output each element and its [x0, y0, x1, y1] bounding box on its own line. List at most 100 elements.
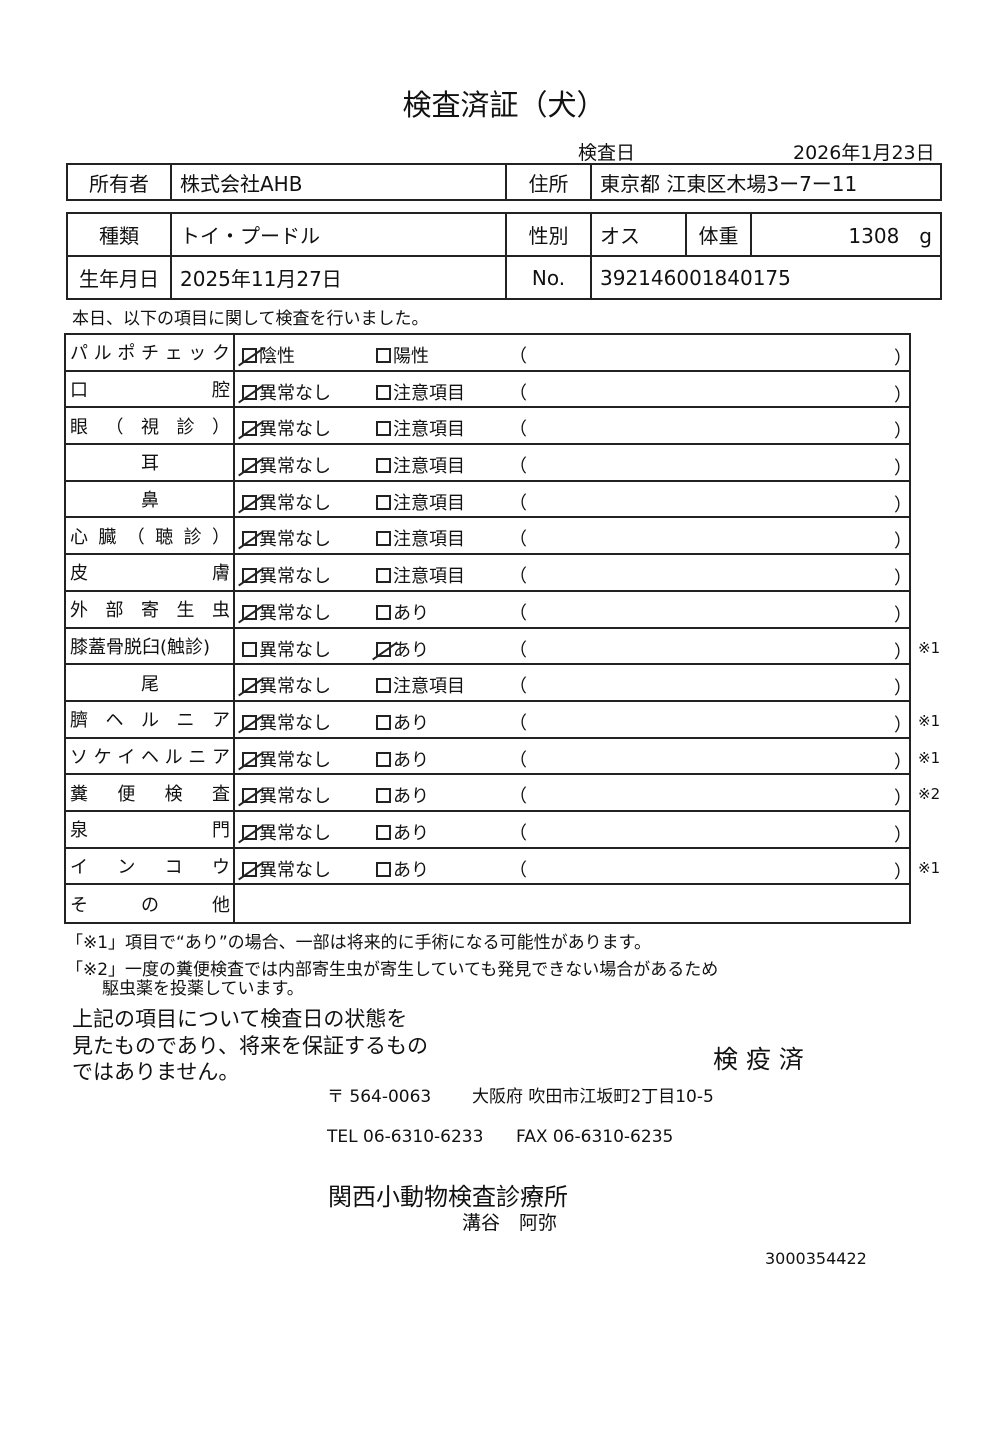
option-2[interactable]: 注意項目: [376, 562, 465, 588]
option-2[interactable]: 陽性: [376, 342, 429, 368]
checkbox[interactable]: [376, 788, 391, 804]
remarks-close: ）: [894, 384, 912, 406]
paren-open: （: [509, 859, 527, 881]
checkbox[interactable]: [376, 714, 391, 730]
exam-item-label: 鼻: [66, 481, 235, 517]
option-2[interactable]: 注意項目: [376, 672, 465, 698]
checkbox[interactable]: [376, 568, 391, 584]
option-1[interactable]: 異常なし: [242, 746, 331, 772]
label-char: ウ: [211, 856, 230, 878]
label-char: 聴: [155, 526, 174, 548]
checkbox[interactable]: [242, 348, 257, 363]
label-char: 虫: [212, 600, 230, 622]
option-2[interactable]: あり: [376, 636, 429, 662]
option-label: あり: [393, 859, 429, 881]
option-2[interactable]: 注意項目: [376, 489, 465, 515]
checkbox[interactable]: [376, 751, 391, 767]
checkbox[interactable]: [376, 641, 391, 657]
checkbox[interactable]: [242, 458, 257, 474]
option-1[interactable]: 異常なし: [242, 856, 331, 882]
option-2[interactable]: あり: [376, 856, 429, 882]
paren-open: （: [509, 346, 527, 367]
label-char: 生: [176, 600, 195, 622]
option-2[interactable]: 注意項目: [376, 415, 465, 441]
checkbox[interactable]: [242, 568, 257, 584]
option-1[interactable]: 異常なし: [242, 782, 331, 808]
option-1[interactable]: 異常なし: [242, 562, 331, 588]
option-2[interactable]: 注意項目: [376, 452, 465, 478]
paren-open: （: [509, 749, 527, 771]
checkbox[interactable]: [376, 861, 391, 877]
checkbox[interactable]: [376, 348, 391, 363]
option-2[interactable]: あり: [376, 746, 429, 772]
exam-row: 皮膚異常なし 注意項目（）: [66, 555, 912, 592]
checkbox[interactable]: [376, 824, 391, 840]
option-1[interactable]: 異常なし: [242, 415, 331, 441]
label-char: ク: [211, 343, 230, 365]
checkbox[interactable]: [376, 384, 391, 400]
option-1[interactable]: 異常なし: [242, 599, 331, 625]
label-char: 他: [212, 894, 230, 916]
checkbox[interactable]: [242, 641, 257, 657]
remarks-close: ）: [894, 714, 912, 736]
option-2[interactable]: 注意項目: [376, 379, 465, 405]
option-1[interactable]: 異常なし: [242, 452, 331, 478]
exam-row: 耳 異常なし 注意項目 （ ）: [66, 445, 912, 482]
exam-item-label: 皮膚: [66, 555, 235, 590]
checkbox[interactable]: [376, 531, 391, 547]
option-2[interactable]: あり: [376, 819, 429, 845]
option-2[interactable]: あり: [376, 709, 429, 735]
owner-table: 所有者 株式会社AHB 住所 東京都 江東区木場3ー7ー11: [66, 163, 942, 201]
option-1[interactable]: 異常なし: [242, 379, 331, 405]
checkbox[interactable]: [242, 421, 257, 437]
option-1[interactable]: 異常なし: [242, 819, 331, 845]
option-1[interactable]: 陰性: [242, 342, 295, 368]
option-2[interactable]: あり: [376, 782, 429, 808]
option-label: 注意項目: [393, 382, 465, 404]
checkbox[interactable]: [376, 458, 391, 474]
exam-item-label: 耳: [66, 445, 235, 480]
checkbox[interactable]: [242, 824, 257, 840]
label-char: 泉: [70, 820, 88, 842]
checkbox[interactable]: [242, 714, 257, 730]
option-label: 注意項目: [393, 566, 465, 588]
exam-row-other: その他: [66, 885, 909, 922]
checkbox[interactable]: [376, 678, 391, 694]
checkbox[interactable]: [242, 678, 257, 694]
option-1[interactable]: 異常なし: [242, 489, 331, 515]
checkbox[interactable]: [242, 861, 257, 877]
checkbox[interactable]: [242, 751, 257, 767]
clinic-address: 大阪府 吹田市江坂町2丁目10-5: [472, 1087, 714, 1107]
checkbox[interactable]: [242, 494, 257, 510]
exam-row: 口腔異常なし 注意項目（）: [66, 371, 912, 409]
label-char: ポ: [117, 343, 136, 365]
checkbox[interactable]: [376, 421, 391, 437]
clinic-person: 溝谷 阿弥: [462, 1212, 558, 1234]
label-char: そ: [70, 894, 88, 916]
option-1[interactable]: 異常なし: [242, 672, 331, 698]
option-2[interactable]: 注意項目: [376, 525, 465, 551]
checkbox[interactable]: [376, 494, 391, 510]
birth-label: 生年月日: [66, 255, 172, 300]
label-char: ル: [93, 343, 112, 365]
sex-label: 性別: [505, 212, 592, 257]
label-char: （: [105, 416, 124, 438]
checkbox[interactable]: [242, 531, 257, 547]
checkbox[interactable]: [242, 384, 257, 400]
exam-row: 眼 （ 視診 ） 異常なし 注意項目 （ ）: [66, 408, 912, 446]
option-1[interactable]: 異常なし: [242, 636, 331, 662]
clinic-fax: FAX 06-6310-6235: [516, 1127, 674, 1147]
weight-label: 体重: [685, 212, 752, 257]
checkbox[interactable]: [376, 604, 391, 620]
option-2[interactable]: あり: [376, 599, 429, 625]
remarks-close: ）: [894, 604, 912, 626]
option-label: 異常なし: [259, 492, 331, 514]
remarks-close: ）: [894, 494, 912, 516]
option-1[interactable]: 異常なし: [242, 525, 331, 551]
footnote-mark: ※1: [918, 638, 941, 657]
label-char: （: [126, 526, 145, 548]
option-1[interactable]: 異常なし: [242, 709, 331, 735]
label-char: 尾: [141, 673, 159, 695]
checkbox[interactable]: [242, 604, 257, 620]
checkbox[interactable]: [242, 788, 257, 804]
